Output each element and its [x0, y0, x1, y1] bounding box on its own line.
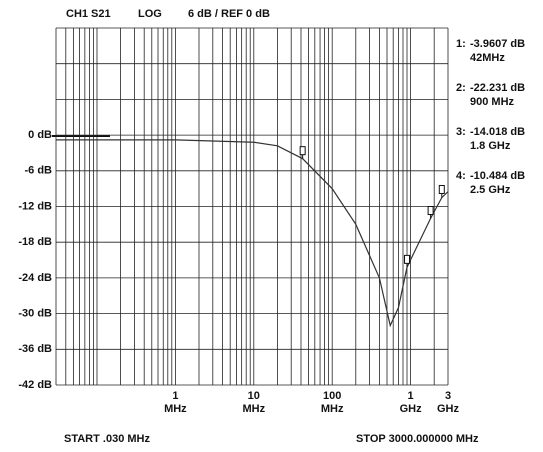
- x-tick-unit: MHz: [242, 403, 265, 415]
- x-tick-label: 1: [408, 390, 414, 402]
- marker-number: 2:: [456, 82, 466, 94]
- channel: CH1 S21: [66, 8, 111, 20]
- marker-value: -10.484 dB: [470, 170, 525, 182]
- x-tick-unit: MHz: [164, 403, 187, 415]
- stop-label: STOP 3000.000000 MHz: [356, 433, 479, 445]
- marker-freq: 900 MHz: [470, 96, 515, 108]
- y-tick-label: -18 dB: [18, 236, 52, 248]
- format: LOG: [138, 8, 162, 20]
- y-tick-label: -24 dB: [18, 272, 52, 284]
- x-tick-unit: GHz: [400, 403, 423, 415]
- x-tick-label: 100: [323, 390, 341, 402]
- marker-number: 1:: [456, 38, 466, 50]
- marker-value: -22.231 dB: [470, 82, 525, 94]
- marker: [404, 254, 411, 264]
- marker: [427, 206, 434, 216]
- marker-number: 3:: [456, 126, 466, 138]
- marker: [438, 184, 445, 194]
- x-tick-label: 1: [172, 390, 178, 402]
- x-tick-label: 10: [248, 390, 260, 402]
- x-tick-label: 3: [445, 390, 451, 402]
- marker-number: 4:: [456, 170, 466, 182]
- trace: [56, 139, 449, 328]
- y-tick-label: -36 dB: [18, 343, 52, 355]
- scale: 6 dB / REF 0 dB: [188, 8, 270, 20]
- x-tick-unit: MHz: [321, 403, 344, 415]
- marker-freq: 42MHz: [470, 52, 505, 64]
- y-tick-label: -30 dB: [18, 308, 52, 320]
- marker-freq: 1.8 GHz: [470, 140, 511, 152]
- y-tick-label: -6 dB: [25, 165, 53, 177]
- x-tick-unit: GHz: [437, 403, 460, 415]
- y-tick-label: 0 dB: [28, 129, 52, 141]
- marker-value: -14.018 dB: [470, 126, 525, 138]
- marker-freq: 2.5 GHz: [470, 184, 511, 196]
- marker: [299, 146, 306, 156]
- y-tick-label: -12 dB: [18, 200, 52, 212]
- y-tick-label: -42 dB: [18, 379, 52, 391]
- start-label: START .030 MHz: [64, 433, 150, 445]
- marker-value: -3.9607 dB: [470, 38, 525, 50]
